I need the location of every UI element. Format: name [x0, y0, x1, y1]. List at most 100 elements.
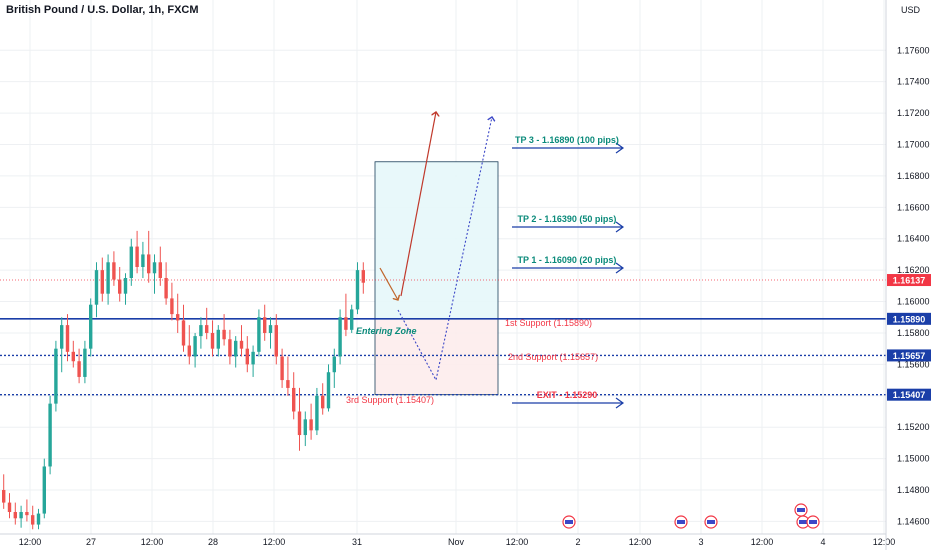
y-tick-label: 1.14600 [897, 516, 930, 526]
candle-body [315, 395, 319, 431]
economic-event-flag [565, 520, 573, 524]
x-tick-label: 12:00 [873, 537, 896, 547]
candle-body [106, 262, 110, 294]
candle-body [83, 348, 87, 377]
candle-body [42, 466, 46, 514]
candle-body [199, 325, 203, 337]
support-annotation: 1st Support (1.15890) [505, 318, 592, 328]
grid-layer [0, 0, 886, 534]
candle-body [268, 325, 273, 333]
candle-body [7, 502, 12, 513]
candle-body [176, 314, 180, 321]
candle-body [216, 329, 220, 349]
candle-body [181, 320, 186, 346]
candle-body [344, 317, 348, 330]
x-tick-label: 12:00 [751, 537, 774, 547]
take-profit-label: TP 3 - 1.16890 (100 pips) [515, 135, 619, 145]
candle-body [65, 325, 70, 352]
candle-body [164, 277, 168, 299]
target-arrow-head [615, 142, 625, 154]
last-price-text: 1.16137 [893, 276, 926, 286]
candle-body [257, 317, 261, 352]
y-tick-label: 1.17000 [897, 139, 930, 149]
candle-body [361, 270, 365, 283]
candle-body [147, 254, 151, 274]
candle-layer [2, 230, 365, 530]
candle-body [245, 348, 249, 365]
candle-body [338, 317, 342, 357]
candle-body [94, 270, 99, 305]
x-tick-label: 12:00 [141, 537, 164, 547]
y-tick-label: 1.15600 [897, 359, 930, 369]
y-tick-label: 1.16400 [897, 234, 930, 244]
x-tick-label: 27 [86, 537, 96, 547]
level-layer [0, 279, 886, 396]
candle-body [228, 339, 232, 357]
candle-body [112, 262, 116, 280]
y-tick-label: 1.14800 [897, 485, 930, 495]
candle-body [135, 246, 139, 267]
candle-body [77, 361, 81, 377]
x-tick-label: 28 [208, 537, 218, 547]
candle-body [100, 270, 104, 294]
entry-arrow [379, 267, 398, 300]
candle-body [25, 512, 29, 516]
candle-body [141, 254, 145, 267]
candle-body [251, 351, 255, 365]
candle-body [123, 277, 128, 294]
candle-body [332, 356, 336, 373]
target-arrow-head [615, 397, 625, 409]
level-price-tag [887, 349, 931, 362]
candle-body [239, 340, 244, 349]
candle-body [350, 309, 354, 330]
target-arrow-head [615, 221, 625, 233]
zone-label: Entering Zone [356, 326, 417, 336]
y-tick-label: 1.16000 [897, 297, 930, 307]
exit-label: EXIT - 1.15290 [537, 390, 598, 400]
candle-body [187, 345, 191, 357]
candle-body [118, 279, 122, 294]
economic-event-flag [797, 508, 805, 512]
y-tick-label: 1.16600 [897, 202, 930, 212]
candle-body [60, 325, 64, 349]
candle-body [274, 325, 278, 357]
target-arrow-head [615, 262, 625, 274]
x-tick-label: 3 [698, 537, 703, 547]
candle-body [89, 304, 93, 349]
x-tick-label: 12:00 [263, 537, 286, 547]
candle-body [210, 332, 215, 349]
y-tick-label: 1.15200 [897, 422, 930, 432]
candle-body [48, 403, 52, 467]
y-tick-label: 1.16200 [897, 265, 930, 275]
candle-body [326, 372, 331, 409]
level-price-tag [887, 312, 931, 325]
candle-body [292, 387, 296, 412]
profit-zone [375, 161, 498, 319]
candle-body [170, 298, 174, 315]
level-price-tag [887, 388, 931, 401]
candle-body [54, 348, 58, 404]
candle-body [19, 512, 23, 519]
drawing-layer: TP 3 - 1.16890 (100 pips) TP 2 - 1.16390 … [346, 112, 625, 409]
y-tick-label: 1.17200 [897, 108, 930, 118]
candle-body [71, 351, 75, 362]
level-price-text: 1.15657 [893, 351, 926, 361]
candle-body [355, 270, 360, 310]
candle-body [2, 490, 6, 503]
level-price-text: 1.15890 [893, 314, 926, 324]
candle-body [205, 325, 209, 333]
take-profit-label: TP 2 - 1.16390 (50 pips) [518, 214, 617, 224]
candle-body [13, 512, 17, 519]
candle-body [263, 317, 267, 333]
candle-body [234, 340, 238, 357]
x-tick-label: 12:00 [629, 537, 652, 547]
candle-body [280, 356, 284, 381]
candle-body [321, 395, 325, 409]
economic-event-flag [799, 520, 807, 524]
projection-arrow-solid [400, 112, 436, 297]
x-tick-label: 12:00 [506, 537, 529, 547]
candle-body [158, 262, 162, 278]
